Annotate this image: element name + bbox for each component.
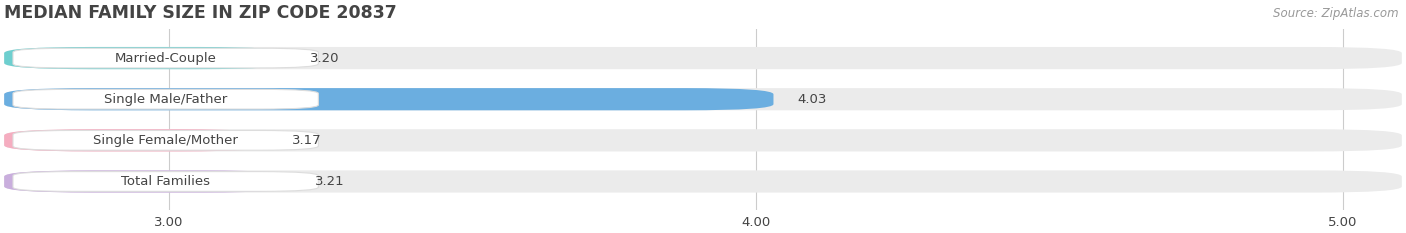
FancyBboxPatch shape	[13, 172, 318, 191]
FancyBboxPatch shape	[13, 48, 318, 68]
Text: 4.03: 4.03	[797, 93, 827, 106]
FancyBboxPatch shape	[4, 170, 292, 193]
Text: Married-Couple: Married-Couple	[115, 51, 217, 65]
FancyBboxPatch shape	[13, 130, 318, 150]
Text: 3.21: 3.21	[315, 175, 344, 188]
Text: Single Male/Father: Single Male/Father	[104, 93, 228, 106]
FancyBboxPatch shape	[4, 47, 1402, 69]
FancyBboxPatch shape	[4, 47, 285, 69]
FancyBboxPatch shape	[13, 89, 318, 109]
Text: Source: ZipAtlas.com: Source: ZipAtlas.com	[1274, 7, 1399, 20]
Text: Single Female/Mother: Single Female/Mother	[93, 134, 238, 147]
Text: 3.17: 3.17	[292, 134, 322, 147]
FancyBboxPatch shape	[4, 170, 1402, 193]
FancyBboxPatch shape	[4, 129, 269, 151]
FancyBboxPatch shape	[4, 129, 1402, 151]
Text: 3.20: 3.20	[309, 51, 339, 65]
FancyBboxPatch shape	[4, 88, 773, 110]
Text: Total Families: Total Families	[121, 175, 209, 188]
Text: MEDIAN FAMILY SIZE IN ZIP CODE 20837: MEDIAN FAMILY SIZE IN ZIP CODE 20837	[4, 4, 396, 22]
FancyBboxPatch shape	[4, 88, 1402, 110]
